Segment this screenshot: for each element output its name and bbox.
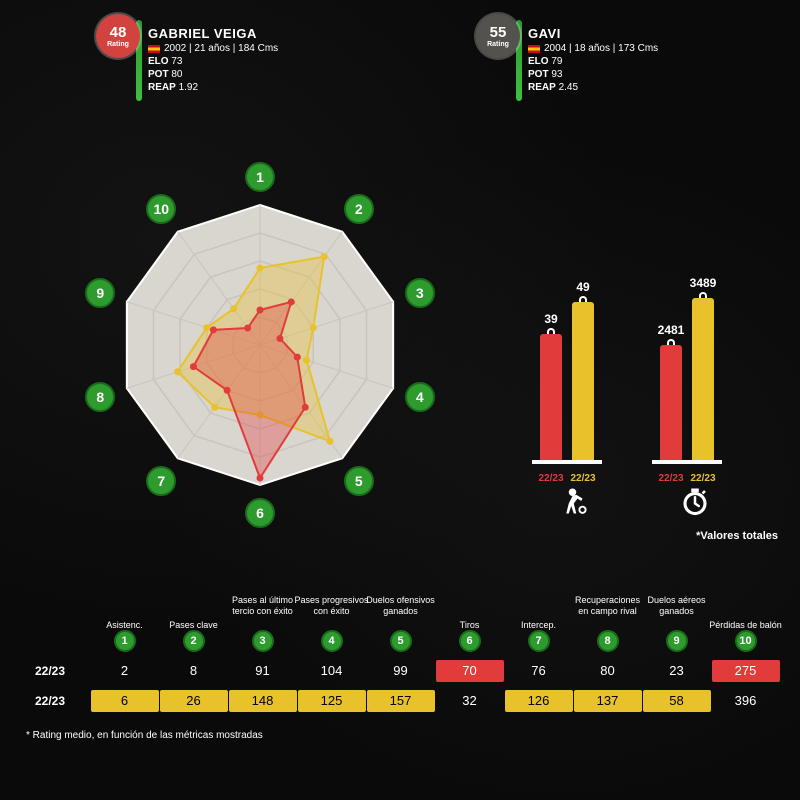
rating-value: 48 (110, 25, 127, 40)
stat-pot: POT 80 (148, 69, 292, 80)
column-numbers: 1 2 3 4 5 6 7 8 9 10 (20, 630, 780, 656)
rating-label: Rating (107, 41, 129, 48)
table-cell: 70 (436, 660, 504, 682)
column-header: Asistenc. (87, 620, 163, 630)
table-row-b: 22/23 6261481251573212613758396 (20, 686, 780, 716)
table-cell: 126 (505, 690, 573, 712)
table-cell: 2 (91, 660, 159, 682)
row-label: 22/23 (20, 694, 80, 708)
bar-group-minutes: 2481 3489 22/23 22/23 (650, 260, 740, 460)
table-cell: 99 (367, 660, 435, 682)
column-header: Duelos ofensivos ganados (363, 595, 439, 616)
radar-axis-badge: 9 (85, 278, 115, 308)
table-cell: 80 (574, 660, 642, 682)
column-header: Pases progresivos con éxito (294, 595, 370, 616)
flag-icon (528, 45, 540, 53)
column-number-badge: 3 (252, 630, 274, 652)
player-info: 2002 | 21 años | 184 Cms (148, 43, 292, 54)
table-cell: 58 (643, 690, 711, 712)
column-header: Tiros (432, 620, 508, 630)
radar-axis-badge: 8 (85, 382, 115, 412)
flag-icon (148, 45, 160, 53)
column-header: Intercep. (501, 620, 577, 630)
valores-totales-note: *Valores totales (696, 530, 778, 542)
rating-value: 55 (490, 25, 507, 40)
column-number-badge: 8 (597, 630, 619, 652)
rating-label: Rating (487, 41, 509, 48)
column-number-badge: 9 (666, 630, 688, 652)
column-number-badge: 6 (459, 630, 481, 652)
radar-axis-badge: 4 (405, 382, 435, 412)
player-name: GAVI (528, 26, 672, 41)
player-info: 2004 | 18 años | 173 Cms (528, 43, 672, 54)
bar-group-matches: 39 49 22/23 22/23 (530, 260, 620, 460)
column-headers: Asistenc.Pases clave Pases al último terc… (20, 570, 780, 630)
table-cell: 125 (298, 690, 366, 712)
column-header: Pases al último tercio con éxito (225, 595, 301, 616)
radar-axis-badge: 7 (146, 466, 176, 496)
radar-axis-badge: 5 (344, 466, 374, 496)
column-header: Pérdidas de balón (708, 620, 784, 630)
table-row-a: 22/23 28911049970768023275 (20, 656, 780, 686)
player-icon (560, 486, 590, 516)
table-cell: 23 (643, 660, 711, 682)
column-header: Duelos aéreos ganados (639, 595, 715, 616)
card-body-a: GABRIEL VEIGA 2002 | 21 años | 184 Cms E… (130, 20, 300, 101)
metrics-table: Asistenc.Pases clave Pases al último terc… (20, 570, 780, 741)
table-cell: 6 (91, 690, 159, 712)
table-cell: 396 (712, 690, 780, 712)
row-label: 22/23 (20, 664, 80, 678)
table-cell: 157 (367, 690, 435, 712)
table-cell: 26 (160, 690, 228, 712)
rating-badge-a: 48 Rating (96, 14, 140, 58)
column-header: Recuperaciones en campo rival (570, 595, 646, 616)
radar-svg (60, 150, 460, 530)
stat-pot: POT 93 (528, 69, 672, 80)
table-cell: 275 (712, 660, 780, 682)
player-name: GABRIEL VEIGA (148, 26, 292, 41)
stat-reap: REAP 1.92 (148, 82, 292, 93)
column-header: Pases clave (156, 620, 232, 630)
column-number-badge: 10 (735, 630, 757, 652)
player-card-b: 55 Rating GAVI 2004 | 18 años | 173 Cms … (480, 20, 680, 101)
bar-charts: 39 49 22/23 22/23 2481 3489 22/23 22/23 (530, 200, 770, 520)
column-number-badge: 5 (390, 630, 412, 652)
radar-axis-badge: 6 (245, 498, 275, 528)
table-cell: 91 (229, 660, 297, 682)
column-number-badge: 4 (321, 630, 343, 652)
footnote: * Rating medio, en función de las métric… (20, 730, 780, 741)
clock-icon (680, 486, 710, 516)
table-cell: 8 (160, 660, 228, 682)
column-number-badge: 1 (114, 630, 136, 652)
player-card-a: 48 Rating GABRIEL VEIGA 2002 | 21 años |… (100, 20, 300, 101)
table-cell: 32 (436, 690, 504, 712)
radar-axis-badge: 1 (245, 162, 275, 192)
rating-badge-b: 55 Rating (476, 14, 520, 58)
radar-axis-badge: 2 (344, 194, 374, 224)
table-cell: 137 (574, 690, 642, 712)
radar-chart: 1 2 3 4 5 6 7 8 9 10 (60, 150, 460, 530)
stat-reap: REAP 2.45 (528, 82, 672, 93)
stat-elo: ELO 79 (528, 56, 672, 67)
radar-axis-badge: 10 (146, 194, 176, 224)
column-number-badge: 7 (528, 630, 550, 652)
column-number-badge: 2 (183, 630, 205, 652)
table-cell: 104 (298, 660, 366, 682)
card-body-b: GAVI 2004 | 18 años | 173 Cms ELO 79 POT… (510, 20, 680, 101)
table-cell: 76 (505, 660, 573, 682)
table-cell: 148 (229, 690, 297, 712)
stat-elo: ELO 73 (148, 56, 292, 67)
radar-axis-badge: 3 (405, 278, 435, 308)
